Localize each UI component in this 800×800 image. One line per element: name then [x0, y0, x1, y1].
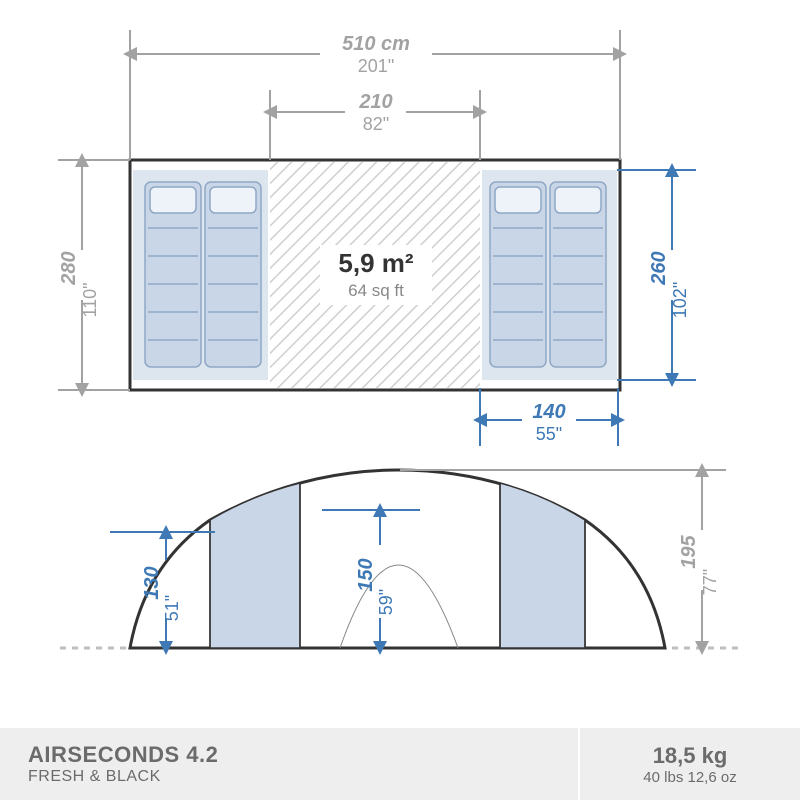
product-footer: AIRSECONDS 4.2 FRESH & BLACK 18,5 kg 40 … [0, 726, 800, 800]
svg-text:201": 201" [358, 56, 394, 76]
svg-text:82": 82" [363, 114, 389, 134]
svg-text:77": 77" [700, 569, 720, 595]
svg-text:150: 150 [355, 558, 377, 591]
product-weight-imperial: 40 lbs 12,6 oz [643, 769, 736, 786]
svg-text:280: 280 [58, 251, 80, 285]
svg-text:59": 59" [376, 589, 396, 615]
svg-text:140: 140 [532, 401, 565, 423]
svg-text:195: 195 [678, 534, 700, 568]
svg-text:210: 210 [358, 91, 392, 113]
svg-text:55": 55" [536, 424, 562, 444]
tent-side-view: 130 51" 150 59" 195 77" [60, 470, 740, 648]
svg-text:102": 102" [670, 282, 690, 318]
svg-text:110": 110" [80, 282, 100, 317]
product-subtitle: FRESH & BLACK [28, 768, 578, 786]
dim-depth-260: 260 102" [617, 170, 696, 380]
floorplan-top-view: 5,9 m² 64 sq ft 510 cm 201" 210 82" 280 [58, 30, 696, 446]
product-weight-metric: 18,5 kg [653, 743, 728, 769]
living-area-sqft: 64 sq ft [348, 281, 404, 300]
svg-text:130: 130 [141, 566, 163, 599]
svg-text:510 cm: 510 cm [342, 33, 410, 55]
product-name: AIRSECONDS 4.2 [28, 742, 578, 768]
svg-text:260: 260 [648, 251, 670, 285]
dim-room-140: 140 55" [480, 388, 618, 446]
dim-center-210: 210 82" [270, 90, 480, 160]
living-area-m2: 5,9 m² [338, 248, 413, 278]
svg-text:51": 51" [162, 595, 182, 621]
dim-depth-280: 280 110" [58, 160, 130, 390]
